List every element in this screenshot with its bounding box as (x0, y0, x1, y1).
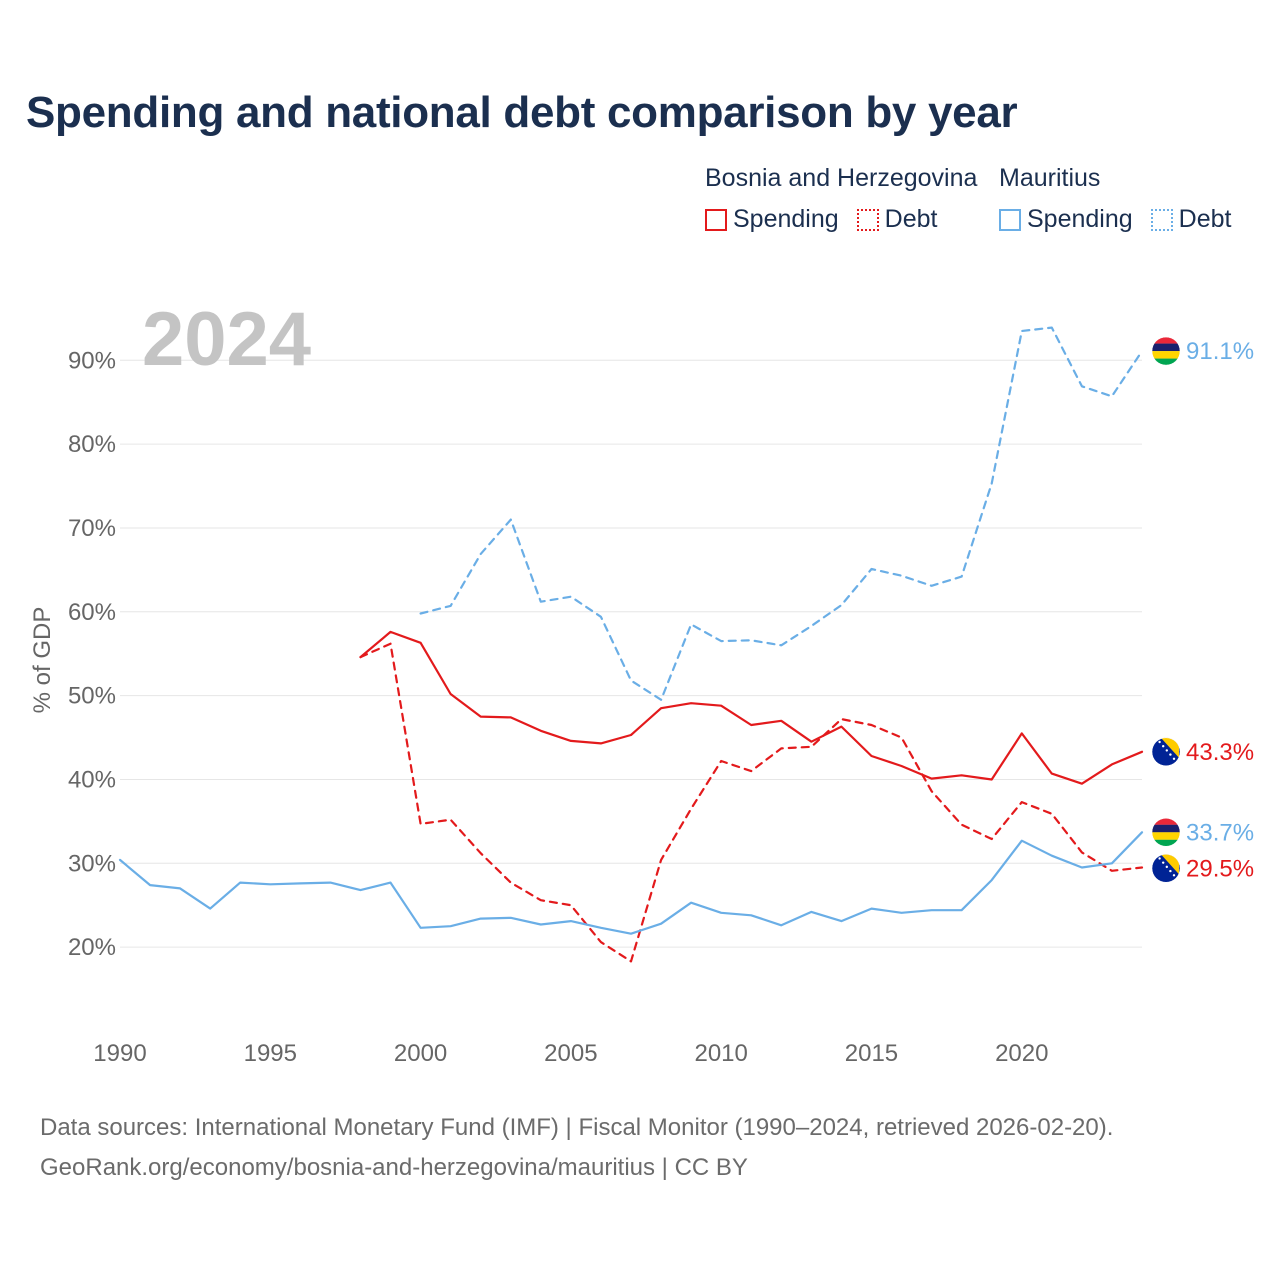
legend-swatch-bih-debt (856, 208, 879, 231)
legend-item-bih-spending[interactable]: Spending (705, 205, 839, 234)
y-tick-label: 30% (68, 850, 116, 877)
flag-star (1154, 737, 1158, 739)
flag-clip-group (1152, 854, 1180, 883)
legend-label-mauritius-spending: Spending (1027, 205, 1133, 233)
grid-layer (120, 359, 1142, 948)
legend-item-mauritius-spending[interactable]: Spending (999, 205, 1133, 234)
x-tick-label: 2015 (845, 1040, 898, 1067)
chart-title: Spending and national debt comparison by… (26, 88, 1018, 137)
series-line-bih-spending (359, 630, 1144, 785)
flag-stripe (1152, 818, 1180, 825)
legend-item-bih-debt[interactable]: Debt (856, 205, 938, 234)
bih-flag-icon (1151, 737, 1181, 767)
legend-label-bih-debt: Debt (884, 205, 938, 233)
flag-ring (1151, 336, 1181, 366)
flag-star (1154, 854, 1158, 856)
flag-stripe (1152, 351, 1180, 359)
y-tick-label: 60% (68, 599, 116, 626)
y-tick-label: 20% (68, 934, 116, 961)
flag-star (1162, 744, 1165, 748)
flag-clip-group (1152, 818, 1180, 847)
flag-stripe (1152, 824, 1180, 833)
year-watermark: 2024 (142, 297, 312, 382)
y-tick-label: 50% (68, 683, 116, 710)
flag-star (1158, 857, 1161, 860)
end-label-bih-debt: 29.5% (1186, 855, 1254, 882)
flag-ring (1151, 737, 1181, 767)
legend-group-mauritius: Mauritius (999, 164, 1101, 192)
flag-triangle (1160, 737, 1179, 758)
series-line-bih-debt (359, 642, 1144, 963)
flag-stripe (1152, 832, 1180, 840)
end-label-mauritius-spending: 33.7% (1186, 819, 1254, 846)
legend-row-mauritius: Spending Debt (999, 205, 1249, 234)
footer: Data sources: International Monetary Fun… (40, 1108, 1113, 1188)
bih-flag-icon (1151, 854, 1181, 883)
flag-stripe (1152, 343, 1180, 352)
flag-clip-group (1152, 337, 1180, 366)
series-line-mauritius-debt (419, 326, 1144, 701)
x-tick-label: 2020 (995, 1040, 1048, 1067)
flag-triangle (1160, 854, 1179, 875)
end-label-bih-spending: 43.3% (1186, 739, 1254, 766)
flag-star (1165, 749, 1168, 752)
series-layer (118, 326, 1144, 963)
flag-star (1172, 757, 1176, 760)
flag-star (1165, 865, 1168, 869)
flag-stripe (1152, 337, 1180, 344)
legend-item-mauritius-debt[interactable]: Debt (1150, 205, 1232, 234)
flag-star (1172, 874, 1176, 877)
flag-ring (1151, 818, 1181, 847)
flag-star (1169, 753, 1172, 756)
footer-sources: Data sources: International Monetary Fun… (40, 1114, 1114, 1141)
flag-stripe (1152, 358, 1180, 366)
legend-swatch-mauritius-debt (1150, 208, 1173, 231)
y-tick-label: 40% (68, 766, 116, 793)
x-tick-label: 2000 (394, 1040, 447, 1067)
legend-swatch-mauritius-spending (999, 208, 1021, 231)
label-layer: 20% 30% 40% 50% 60% 70% 80% 90% 1990 1995 2000 2005… (29, 336, 1254, 1067)
y-tick-label: 90% (68, 347, 116, 374)
y-tick-label: 70% (68, 515, 116, 542)
flag-stripe (1152, 839, 1180, 847)
series-line-mauritius-spending (118, 831, 1144, 935)
x-tick-label: 1995 (244, 1040, 297, 1067)
x-tick-label: 2005 (544, 1040, 597, 1067)
flag-clip-group (1152, 737, 1180, 766)
legend-label-bih-spending: Spending (733, 205, 839, 233)
y-tick-label: 80% (68, 431, 116, 458)
legend-label-mauritius-debt: Debt (1178, 205, 1232, 233)
flag-star (1158, 740, 1161, 744)
end-label-mauritius-debt: 91.1% (1186, 338, 1254, 365)
legend-group-bih: Bosnia and Herzegovina (705, 164, 978, 192)
y-axis-title: % of GDP (29, 607, 56, 714)
mauritius-flag-icon (1151, 818, 1181, 847)
flag-ring (1151, 854, 1181, 883)
x-tick-label: 1990 (93, 1040, 146, 1067)
legend-row-bih: Spending Debt (705, 205, 955, 234)
flag-star (1162, 861, 1165, 864)
footer-url: GeoRank.org/economy/bosnia-and-herzegovi… (40, 1154, 748, 1181)
flag-star (1169, 869, 1172, 873)
legend-swatch-bih-spending (705, 208, 727, 231)
mauritius-flag-icon (1151, 336, 1181, 366)
x-tick-label: 2010 (694, 1040, 747, 1067)
